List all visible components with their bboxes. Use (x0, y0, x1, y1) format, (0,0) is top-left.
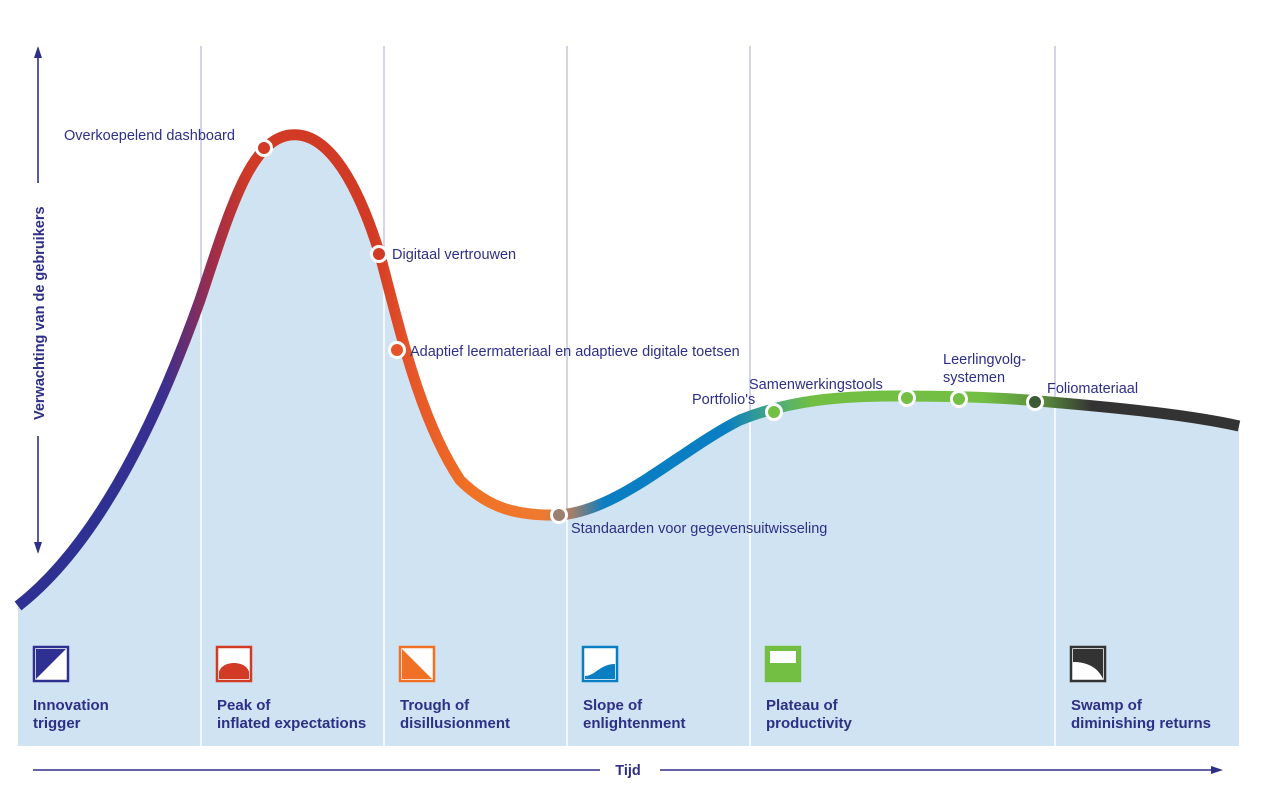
expectation-area (18, 134, 1239, 747)
point-label-2: Digitaal vertrouwen (392, 247, 516, 263)
point-marker-1 (255, 139, 273, 157)
phase-label-plateau-2: productivity (766, 715, 852, 732)
phase-label-plateau-1: Plateau of (766, 697, 839, 714)
phase-label-trough-2: disillusionment (400, 715, 510, 732)
point-label-7a: Leerlingvolg- (943, 352, 1026, 368)
phase-icon-swamp-icon (1069, 645, 1107, 683)
x-axis (33, 766, 1223, 774)
phase-label-innovation-1: Innovation (33, 697, 109, 714)
x-axis-arrow-right-icon (1211, 766, 1223, 774)
point-marker-7 (950, 390, 968, 408)
point-label-4: Standaarden voor gegevensuitwisseling (571, 521, 827, 537)
phase-label-slope-1: Slope of (583, 697, 643, 714)
point-marker-4 (550, 506, 568, 524)
phase-label-swamp-2: diminishing returns (1071, 715, 1211, 732)
point-label-6: Samenwerkingstools (749, 377, 883, 393)
phase-icon-plateau-icon (764, 645, 802, 683)
phase-label-slope-2: enlightenment (583, 715, 686, 732)
point-label-7b: systemen (943, 370, 1005, 386)
phase-label-trough-1: Trough of (400, 697, 470, 714)
point-marker-3 (388, 341, 406, 359)
y-axis (34, 46, 42, 554)
point-marker-5 (765, 403, 783, 421)
point-label-1: Overkoepelend dashboard (64, 128, 235, 144)
phase-label-swamp-1: Swamp of (1071, 697, 1143, 714)
phase-icon-trough-icon (398, 645, 436, 683)
phase-label-peak-2: inflated expectations (217, 715, 366, 732)
point-marker-6 (898, 389, 916, 407)
phase-dividers-area (200, 262, 1056, 746)
phase-icon-innovation-icon (32, 645, 70, 683)
point-label-3: Adaptief leermateriaal en adaptieve digi… (410, 344, 740, 360)
point-marker-2 (370, 245, 388, 263)
phase-label-innovation-2: trigger (33, 715, 81, 732)
point-marker-8 (1026, 393, 1044, 411)
phase-icon-peak-icon (215, 645, 253, 683)
phase-label-peak-1: Peak of (217, 697, 271, 714)
point-label-5: Portfolio's (692, 392, 755, 408)
y-axis-arrow-up-icon (34, 46, 42, 58)
point-label-8: Foliomateriaal (1047, 381, 1138, 397)
phase-icon-slope-icon (581, 645, 619, 683)
technology-points (255, 139, 1044, 524)
x-axis-label: Tijd (615, 763, 641, 779)
y-axis-arrow-down-icon (34, 542, 42, 554)
y-axis-label: Verwachting van de gebruikers (32, 206, 48, 420)
